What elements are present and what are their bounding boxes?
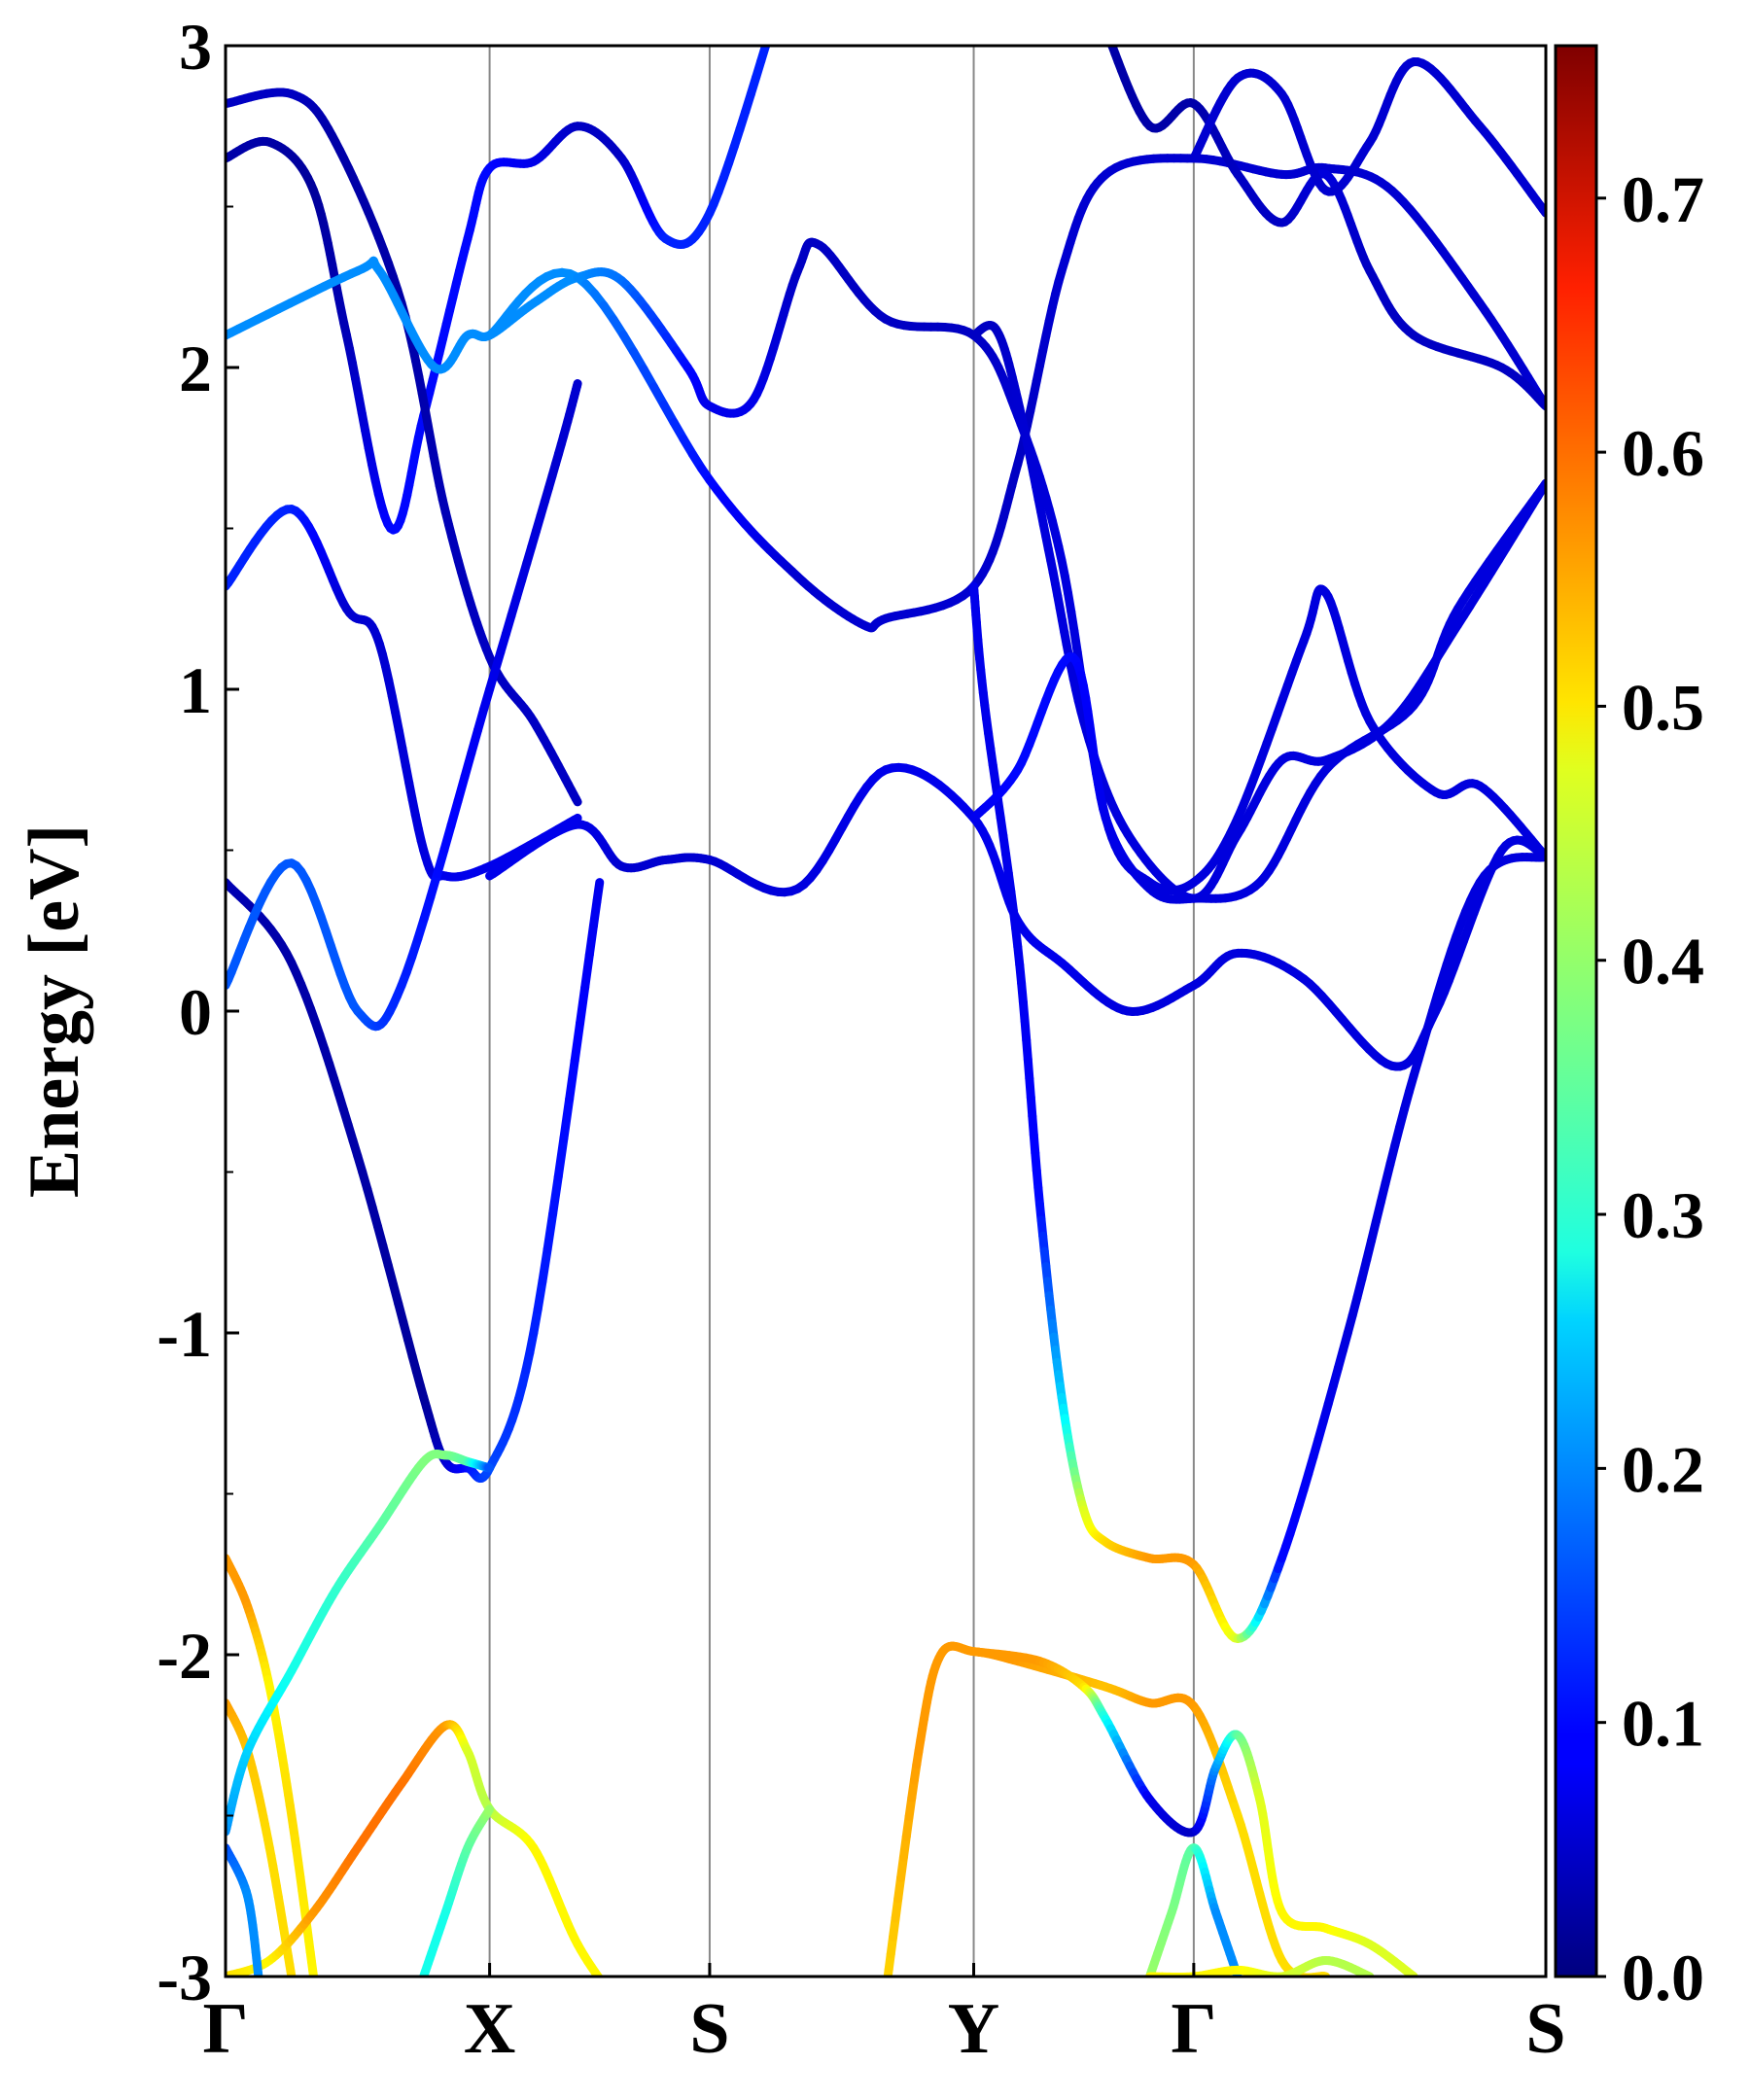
band-segment bbox=[569, 813, 582, 825]
y-axis-ticks: 3 2 1 0 -1 -2 -3 bbox=[157, 10, 239, 2014]
bands bbox=[226, 14, 1546, 2009]
band bbox=[969, 581, 1546, 1643]
colorbar-tick-label: 0.0 bbox=[1622, 1941, 1704, 2014]
band bbox=[226, 379, 582, 1032]
band-segment bbox=[559, 1095, 575, 1143]
band bbox=[226, 1450, 495, 1837]
band-segment bbox=[538, 1244, 552, 1286]
colorbar-tick-label: 0.3 bbox=[1622, 1178, 1704, 1252]
band bbox=[1105, 29, 1546, 411]
plot-frame bbox=[224, 44, 1548, 1978]
band bbox=[1145, 1955, 1375, 1977]
band-segment bbox=[584, 921, 598, 960]
y-tick-label: -1 bbox=[157, 1297, 212, 1371]
colorbar-tick-label: 0.4 bbox=[1622, 925, 1704, 998]
band-segment bbox=[773, 14, 776, 22]
band-segment bbox=[603, 1982, 607, 1987]
k-point-lines bbox=[488, 46, 1195, 1977]
x-tick-label: S bbox=[1525, 1989, 1565, 2069]
band-segment bbox=[615, 2000, 618, 2004]
colorbar-tick-label: 0.6 bbox=[1622, 416, 1704, 490]
band-segment bbox=[572, 379, 582, 392]
band bbox=[226, 505, 582, 882]
band-segment bbox=[612, 1996, 615, 2000]
x-tick-label: Γ bbox=[202, 1989, 248, 2069]
x-tick-label: Y bbox=[948, 1989, 999, 2069]
colorbar-tick-label: 0.1 bbox=[1622, 1687, 1704, 1761]
band-segment bbox=[886, 1982, 887, 1992]
x-tick-label: X bbox=[464, 1989, 515, 2069]
band-segment bbox=[617, 2003, 619, 2006]
band-segment bbox=[553, 1134, 569, 1181]
band bbox=[1145, 1843, 1242, 1977]
band bbox=[419, 1804, 495, 1977]
band-segment bbox=[576, 983, 590, 1028]
band-segment bbox=[606, 1987, 609, 1992]
y-tick-label: 0 bbox=[179, 975, 212, 1049]
colorbar-ticks: 0.0 0.1 0.2 0.3 0.4 0.5 0.6 0.7 bbox=[1596, 162, 1704, 2014]
band-segment bbox=[548, 1172, 563, 1219]
band bbox=[969, 478, 1546, 904]
colorbar-tick-label: 0.7 bbox=[1622, 162, 1704, 236]
band-segment bbox=[571, 793, 582, 807]
band-segment bbox=[484, 1804, 495, 1815]
band-segment bbox=[769, 22, 773, 33]
y-tick-label: -2 bbox=[157, 1619, 212, 1693]
y-tick-label: 1 bbox=[179, 653, 212, 727]
colorbar-tick-label: 0.2 bbox=[1622, 1432, 1704, 1506]
band-segment bbox=[533, 1277, 547, 1314]
x-tick-label: Γ bbox=[1171, 1989, 1216, 2069]
band-segment bbox=[592, 878, 605, 906]
band-segment bbox=[610, 1992, 612, 1996]
y-tick-label: 3 bbox=[179, 10, 212, 84]
x-tick-label: S bbox=[689, 1989, 729, 2069]
band bbox=[226, 1843, 263, 1977]
band-segment bbox=[1107, 34, 1109, 40]
band-segment bbox=[565, 1056, 579, 1104]
band-segment bbox=[1105, 29, 1107, 33]
band-segment bbox=[570, 1018, 585, 1066]
band bbox=[226, 878, 605, 1484]
band-segment bbox=[620, 2006, 622, 2009]
band bbox=[226, 88, 582, 807]
band bbox=[969, 1647, 1418, 1977]
band-segment bbox=[760, 46, 771, 52]
band-segment bbox=[594, 1973, 604, 1977]
band-segment bbox=[542, 1209, 558, 1254]
band-segment bbox=[580, 950, 594, 993]
y-tick-label: 2 bbox=[179, 332, 212, 405]
colorbar bbox=[1554, 44, 1598, 1978]
band bbox=[1189, 57, 1546, 218]
band bbox=[226, 237, 1546, 895]
colorbar-tick-label: 0.5 bbox=[1622, 670, 1704, 744]
y-axis-label: Energy [eV] bbox=[15, 824, 94, 1198]
y-tick-label: -3 bbox=[157, 1941, 212, 2014]
band bbox=[485, 762, 1546, 1071]
